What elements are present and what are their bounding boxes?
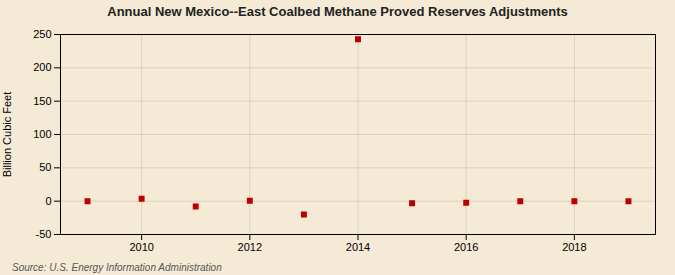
svg-text:Billion Cubic Feet: Billion Cubic Feet (1, 92, 13, 178)
svg-text:150: 150 (33, 95, 51, 107)
svg-text:100: 100 (33, 128, 51, 140)
html-text:Source: U.S. Energy Informatio: Source: U.S. Energy Information Administ… (12, 262, 222, 273)
svg-text:2018: 2018 (562, 241, 586, 253)
svg-text:2016: 2016 (454, 241, 478, 253)
svg-text:250: 250 (33, 28, 51, 40)
svg-text:2014: 2014 (346, 241, 370, 253)
html-text:Annual New Mexico--East Coalbe: Annual New Mexico--East Coalbed Methane … (107, 4, 568, 19)
svg-text:50: 50 (39, 161, 51, 173)
svg-text:-50: -50 (36, 228, 52, 240)
svg-text:200: 200 (33, 61, 51, 73)
svg-text:0: 0 (45, 195, 51, 207)
svg-text:2012: 2012 (238, 241, 262, 253)
svg-text:2010: 2010 (129, 241, 153, 253)
